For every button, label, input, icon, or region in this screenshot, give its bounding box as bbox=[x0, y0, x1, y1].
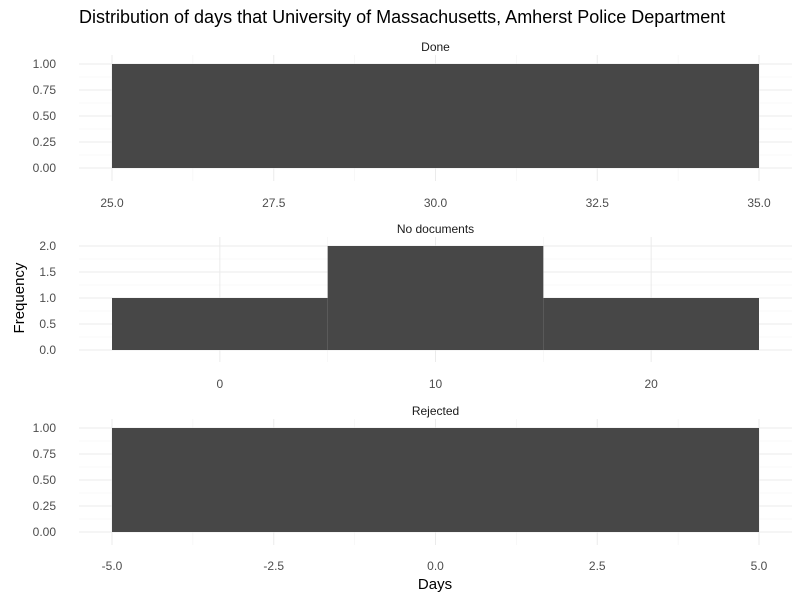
facet-label: Done bbox=[421, 40, 450, 54]
y-tick-label: 0.25 bbox=[33, 135, 57, 149]
facet-panel-done: 0.00 0.25 0.50 0.75 1.00 25.0 27.5 30.0 32.5 35.0… bbox=[33, 40, 792, 210]
facet-panel-rejected: 0.00 0.25 0.50 0.75 1.00 -5.0 -2.5 0.0 2.5 5.0 Rej… bbox=[33, 404, 792, 573]
chart-title: Distribution of days that University of … bbox=[79, 7, 725, 27]
y-tick-label: 1.00 bbox=[33, 57, 57, 71]
y-tick-label: 1.00 bbox=[33, 421, 57, 435]
histogram-bar bbox=[112, 298, 328, 350]
y-tick-label: 0.75 bbox=[33, 447, 57, 461]
x-tick-label: 2.5 bbox=[589, 559, 606, 573]
y-tick-label: 0.00 bbox=[33, 161, 57, 175]
x-tick-label: 35.0 bbox=[747, 196, 771, 210]
y-tick-label: 0.50 bbox=[33, 109, 57, 123]
facet-label: Rejected bbox=[412, 404, 459, 418]
y-axis-label: Frequency bbox=[11, 262, 28, 333]
facet-panel-no-documents: 0.0 0.5 1.0 1.5 2.0 0 10 20 No documents bbox=[39, 222, 792, 391]
x-axis-label: Days bbox=[418, 576, 452, 593]
y-tick-label: 0.0 bbox=[39, 343, 56, 357]
histogram-bar bbox=[112, 428, 759, 532]
x-tick-label: 27.5 bbox=[262, 196, 286, 210]
y-tick-label: 2.0 bbox=[39, 239, 56, 253]
x-tick-label: 32.5 bbox=[586, 196, 610, 210]
x-tick-label: 0.0 bbox=[427, 559, 444, 573]
y-tick-label: 0.50 bbox=[33, 473, 57, 487]
y-tick-label: 0.5 bbox=[39, 317, 56, 331]
histogram-bar bbox=[112, 64, 759, 168]
facet-label: No documents bbox=[397, 222, 474, 236]
y-tick-label: 0.25 bbox=[33, 499, 57, 513]
x-tick-label: 20 bbox=[644, 377, 658, 391]
histogram-bar bbox=[327, 246, 544, 350]
x-tick-label: -2.5 bbox=[263, 559, 284, 573]
x-tick-label: 10 bbox=[429, 377, 443, 391]
x-tick-label: 30.0 bbox=[424, 196, 448, 210]
x-tick-label: 5.0 bbox=[751, 559, 768, 573]
y-tick-label: 1.0 bbox=[39, 291, 56, 305]
x-tick-label: 25.0 bbox=[100, 196, 124, 210]
x-tick-label: 0 bbox=[216, 377, 223, 391]
x-tick-label: -5.0 bbox=[102, 559, 123, 573]
y-tick-label: 0.75 bbox=[33, 83, 57, 97]
histogram-bar bbox=[543, 298, 759, 350]
y-tick-label: 1.5 bbox=[39, 265, 56, 279]
y-tick-label: 0.00 bbox=[33, 525, 57, 539]
